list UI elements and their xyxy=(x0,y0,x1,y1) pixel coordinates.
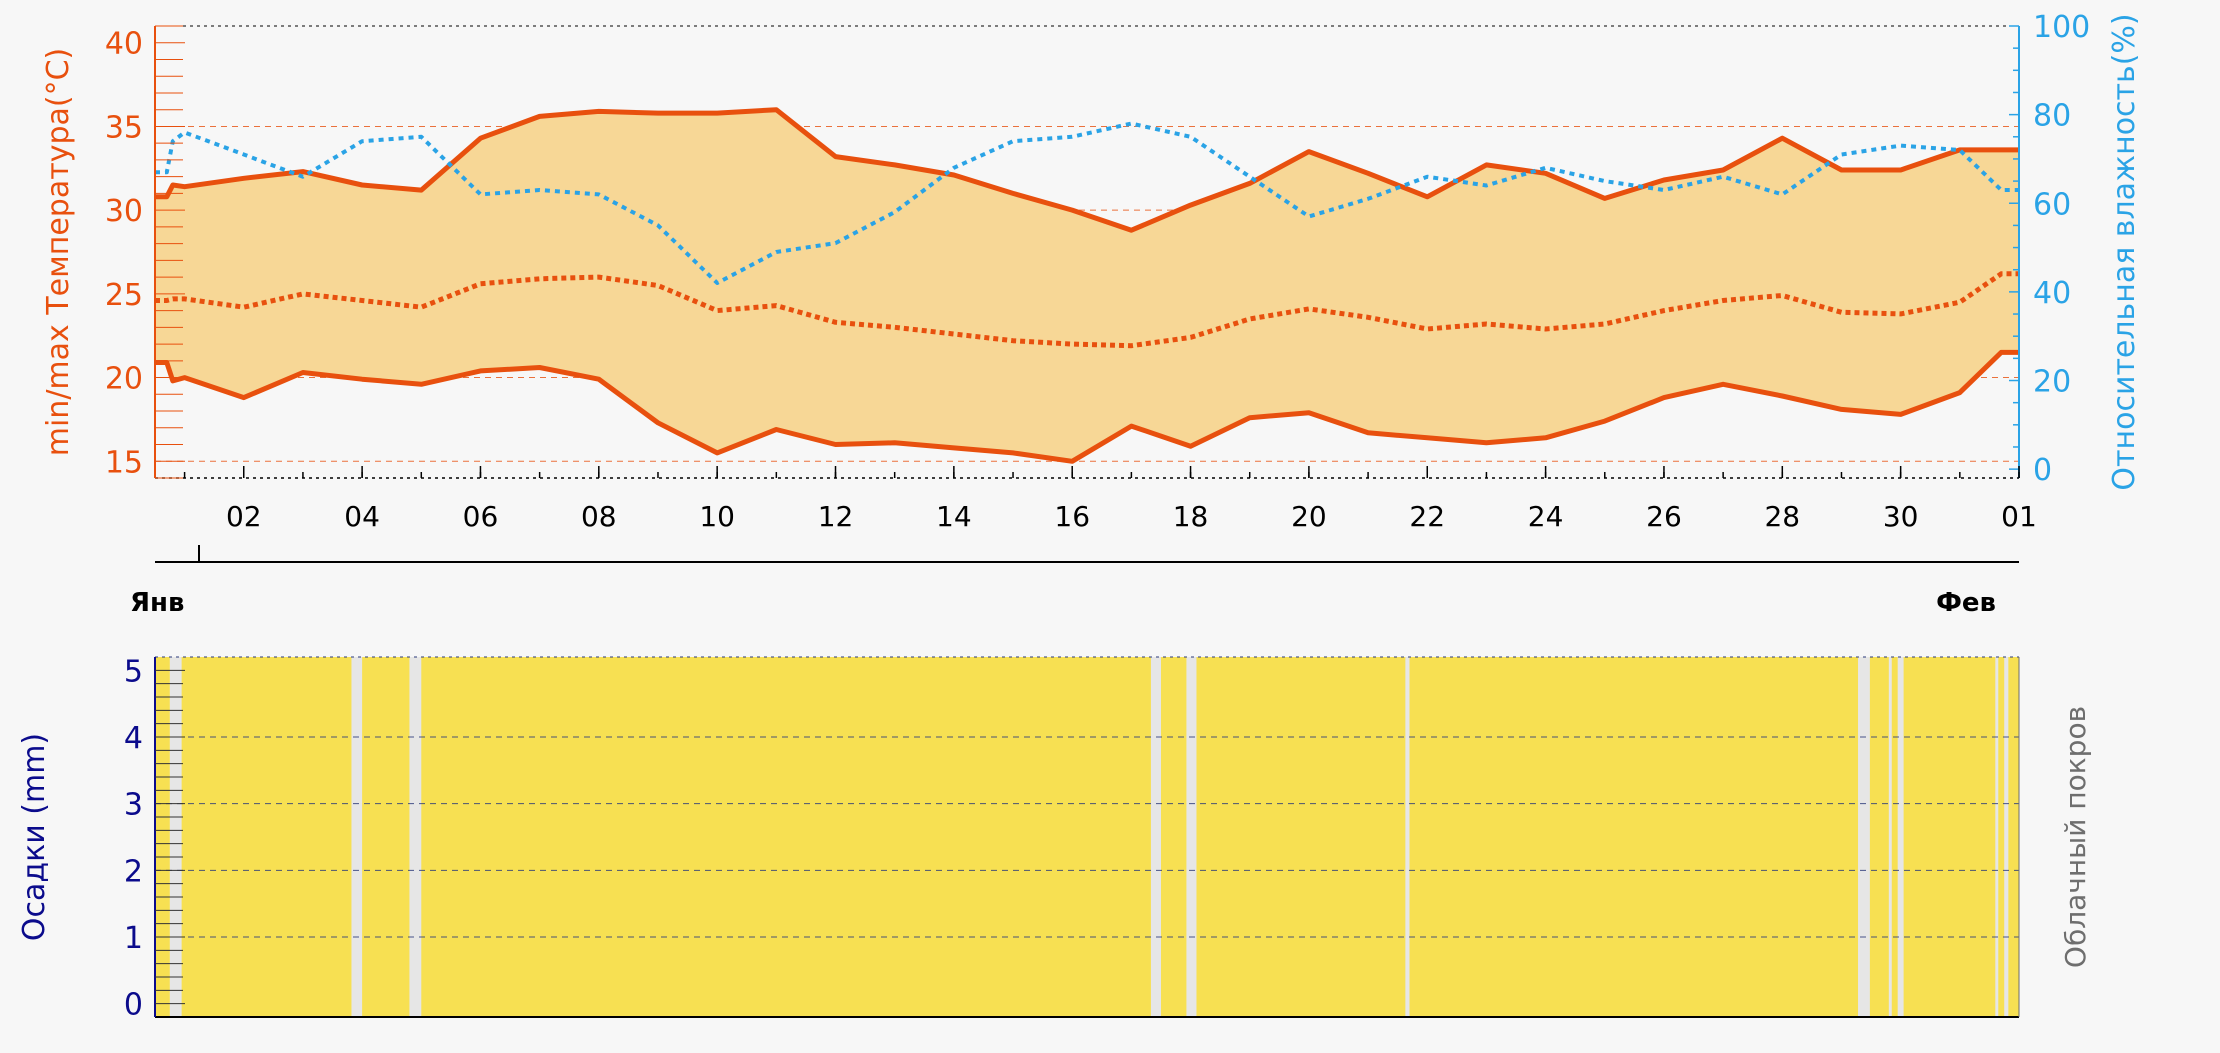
temperature-tick-label: 15 xyxy=(105,445,143,480)
cloud-cover-axis-title: Облачный покров xyxy=(2059,706,2092,968)
day-tick-label: 26 xyxy=(1646,500,1682,533)
precipitation-tick-label: 1 xyxy=(124,921,143,956)
precipitation-plot-frame xyxy=(154,656,2020,1018)
precipitation-tick-label: 2 xyxy=(124,854,143,889)
humidity-tick-label: 80 xyxy=(2033,99,2071,134)
month-label-feb: Фев xyxy=(1936,588,1996,618)
humidity-tick-label: 60 xyxy=(2033,187,2071,222)
precipitation-tick-label: 0 xyxy=(124,988,143,1023)
clear-sky-bands xyxy=(169,657,2009,1017)
precipitation-cloud-panel: 0 1 2 3 4 5 Осадки (mm) Облачный покров xyxy=(17,654,2092,1022)
humidity-tick-label: 40 xyxy=(2033,276,2071,311)
clear-sky-band xyxy=(1405,657,1410,1017)
humidity-axis-ticks: 0 20 40 60 80 100 xyxy=(2009,10,2090,488)
cloud-cover-area xyxy=(155,657,2019,1017)
clear-sky-band xyxy=(1995,657,1999,1017)
temperature-humidity-panel: 15 20 25 30 35 40 0 20 40 60 80 100 02 04 06 08 10 12 14… xyxy=(41,10,2142,533)
day-tick-label: 12 xyxy=(818,500,854,533)
clear-sky-band xyxy=(169,657,182,1017)
day-tick-label: 28 xyxy=(1764,500,1800,533)
day-axis-ticks: 02 04 06 08 10 12 14 16 18 20 22 24 26 28 30 01 xyxy=(183,466,2037,533)
day-tick-label: 16 xyxy=(1054,500,1090,533)
clear-sky-band xyxy=(351,657,363,1017)
clear-sky-band xyxy=(1897,657,1904,1017)
clear-sky-band xyxy=(1150,657,1161,1017)
temperature-tick-label: 40 xyxy=(105,27,143,62)
precipitation-axis-title: Осадки (mm) xyxy=(17,733,52,941)
humidity-tick-label: 0 xyxy=(2033,453,2052,488)
temperature-axis-ticks: 15 20 25 30 35 40 xyxy=(105,25,185,480)
precipitation-axis-ticks: 0 1 2 3 4 5 xyxy=(124,654,185,1023)
day-tick-label: 01 xyxy=(2001,500,2037,533)
temperature-range-area xyxy=(155,109,2019,462)
day-tick-label: 04 xyxy=(344,500,380,533)
precipitation-tick-label: 3 xyxy=(124,788,143,823)
min-temperature-line xyxy=(155,349,2019,464)
day-tick-label: 08 xyxy=(581,500,617,533)
precipitation-gridlines xyxy=(155,736,2019,938)
humidity-axis-title: Относительная влажность(%) xyxy=(2107,13,2142,490)
temperature-tick-label: 30 xyxy=(105,194,143,229)
clear-sky-band xyxy=(2004,657,2009,1017)
day-tick-label: 20 xyxy=(1291,500,1327,533)
day-tick-label: 14 xyxy=(936,500,972,533)
day-tick-label: 06 xyxy=(463,500,499,533)
precipitation-tick-label: 5 xyxy=(124,654,143,689)
precipitation-tick-label: 4 xyxy=(124,721,143,756)
day-tick-label: 10 xyxy=(699,500,735,533)
clear-sky-band xyxy=(1888,657,1892,1017)
clear-sky-band xyxy=(1186,657,1197,1017)
max-temperature-line xyxy=(155,107,2019,233)
day-tick-label: 18 xyxy=(1173,500,1209,533)
humidity-line xyxy=(155,121,2019,285)
temperature-tick-label: 25 xyxy=(105,278,143,313)
day-tick-label: 30 xyxy=(1883,500,1919,533)
month-axis: Янв Фев xyxy=(130,545,2019,618)
day-tick-label: 24 xyxy=(1528,500,1564,533)
clear-sky-band xyxy=(409,657,422,1017)
temperature-tick-label: 20 xyxy=(105,362,143,397)
temperature-axis-title: min/max Температура(°C) xyxy=(41,48,76,457)
temperature-tick-label: 35 xyxy=(105,110,143,145)
clear-sky-band xyxy=(1858,657,1870,1017)
mean-temperature-line xyxy=(155,271,2019,349)
humidity-tick-label: 20 xyxy=(2033,365,2071,400)
humidity-tick-label: 100 xyxy=(2033,10,2090,45)
day-tick-label: 22 xyxy=(1409,500,1445,533)
day-tick-label: 02 xyxy=(226,500,262,533)
month-label-jan: Янв xyxy=(130,588,184,618)
